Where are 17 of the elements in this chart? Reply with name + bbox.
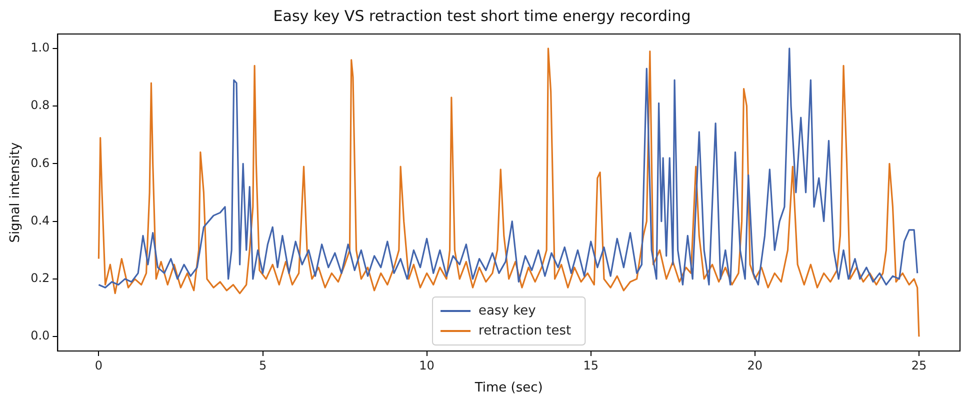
- y-tick-label: 0.0: [30, 328, 50, 343]
- y-tick-label: 0.6: [30, 156, 50, 170]
- x-tick-label: 0: [94, 358, 103, 372]
- x-tick-label: 20: [747, 358, 763, 372]
- x-tick-label: 15: [583, 358, 599, 372]
- legend-label: retraction test: [478, 323, 572, 338]
- y-tick-label: 0.8: [30, 98, 50, 112]
- x-axis-title: Time (sec): [474, 380, 543, 396]
- legend-label: easy key: [478, 303, 536, 318]
- x-tick-label: 25: [911, 358, 927, 372]
- y-axis-title: Signal intensity: [8, 142, 24, 243]
- x-tick-label: 10: [419, 358, 434, 372]
- chart-title: Easy key VS retraction test short time energy recording: [273, 6, 691, 25]
- y-tick-label: 0.4: [30, 213, 50, 228]
- x-tick-label: 5: [258, 358, 267, 372]
- y-tick-label: 0.2: [30, 271, 50, 286]
- y-tick-label: 1.0: [30, 40, 50, 55]
